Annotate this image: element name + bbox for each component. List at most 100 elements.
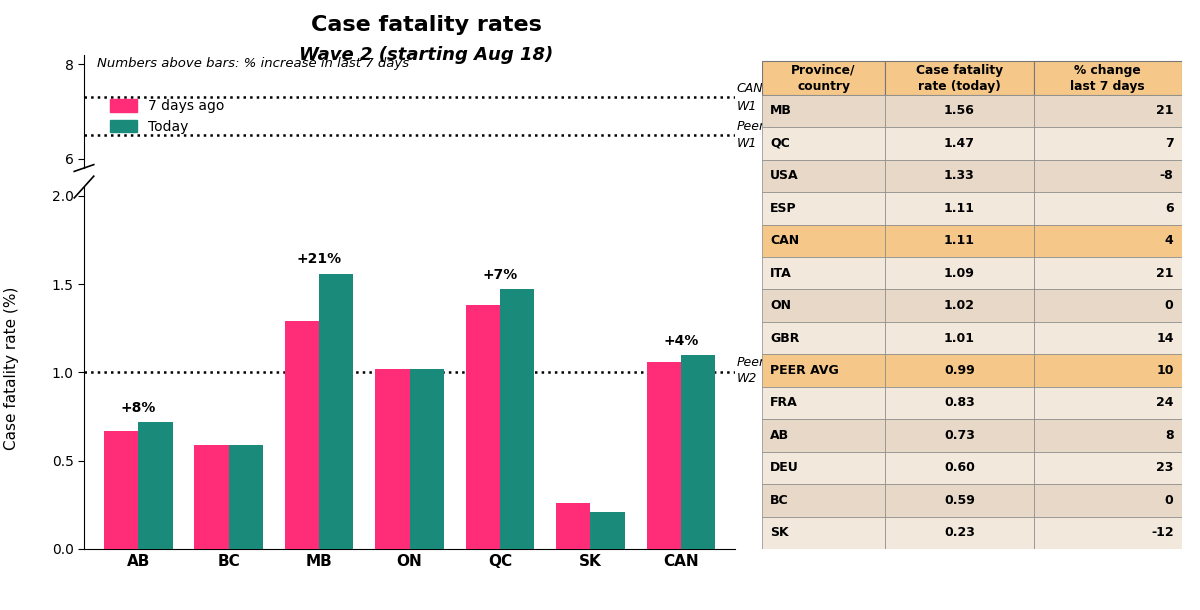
Bar xyxy=(762,160,886,192)
Text: 10: 10 xyxy=(1156,364,1174,377)
Text: 0: 0 xyxy=(1165,494,1174,507)
Text: Case fatality rates: Case fatality rates xyxy=(311,15,541,35)
Bar xyxy=(762,484,886,517)
Text: 21: 21 xyxy=(1156,267,1174,280)
Bar xyxy=(762,95,886,127)
Text: ON: ON xyxy=(770,299,791,312)
Bar xyxy=(466,306,500,549)
Bar xyxy=(1033,160,1182,192)
Bar xyxy=(762,289,886,322)
Bar xyxy=(284,321,319,549)
Text: 0.99: 0.99 xyxy=(944,364,974,377)
Text: 1.47: 1.47 xyxy=(944,137,974,150)
Text: -8: -8 xyxy=(1160,170,1174,182)
Bar xyxy=(409,369,444,549)
Text: 0.83: 0.83 xyxy=(944,396,974,409)
Text: 0.73: 0.73 xyxy=(944,429,974,442)
Legend: 7 days ago, Today: 7 days ago, Today xyxy=(104,93,230,140)
Bar xyxy=(762,354,886,387)
Text: +4%: +4% xyxy=(664,334,698,348)
Bar xyxy=(886,257,1033,289)
Bar xyxy=(886,61,1033,95)
Text: BC: BC xyxy=(770,494,788,507)
Text: SK: SK xyxy=(770,526,788,539)
Text: 8: 8 xyxy=(1165,429,1174,442)
Bar xyxy=(886,224,1033,257)
Bar xyxy=(886,95,1033,127)
Text: 1.56: 1.56 xyxy=(944,104,974,118)
Text: MB: MB xyxy=(770,104,792,118)
Text: 1.09: 1.09 xyxy=(944,267,974,280)
Bar xyxy=(886,419,1033,451)
Bar xyxy=(762,127,886,160)
Text: 0.23: 0.23 xyxy=(944,526,974,539)
Text: QC: QC xyxy=(770,137,790,150)
Bar xyxy=(1033,224,1182,257)
Bar xyxy=(1033,257,1182,289)
Text: W1: W1 xyxy=(737,99,757,113)
Text: W1: W1 xyxy=(737,137,757,151)
Text: +7%: +7% xyxy=(482,268,517,282)
Text: DEU: DEU xyxy=(770,461,799,475)
Bar xyxy=(104,431,138,549)
Text: Province/
country: Province/ country xyxy=(791,63,856,93)
Bar xyxy=(319,273,354,549)
Text: 23: 23 xyxy=(1157,461,1174,475)
Text: 21: 21 xyxy=(1156,104,1174,118)
Bar xyxy=(590,512,625,549)
Bar xyxy=(762,257,886,289)
Bar xyxy=(886,517,1033,549)
Bar xyxy=(1033,354,1182,387)
Text: 4: 4 xyxy=(1165,234,1174,247)
Text: 0: 0 xyxy=(1165,299,1174,312)
Bar xyxy=(500,289,534,549)
Text: Case fatality
rate (today): Case fatality rate (today) xyxy=(916,63,1003,93)
Bar xyxy=(886,160,1033,192)
Bar xyxy=(680,355,715,549)
Bar xyxy=(762,224,886,257)
Text: 1.01: 1.01 xyxy=(944,332,974,345)
Bar xyxy=(1033,322,1182,354)
Text: CAN: CAN xyxy=(737,82,763,95)
Bar xyxy=(1033,127,1182,160)
Text: 0.59: 0.59 xyxy=(944,494,974,507)
Bar xyxy=(138,422,173,549)
Text: ESP: ESP xyxy=(770,202,797,215)
Bar xyxy=(762,451,886,484)
Text: USA: USA xyxy=(770,170,799,182)
Bar xyxy=(762,61,886,95)
Bar xyxy=(1033,387,1182,419)
Text: 0.60: 0.60 xyxy=(944,461,974,475)
Bar xyxy=(229,445,263,549)
Bar xyxy=(886,354,1033,387)
Bar xyxy=(376,369,409,549)
Bar xyxy=(1033,95,1182,127)
Bar xyxy=(886,322,1033,354)
Text: 1.11: 1.11 xyxy=(944,234,974,247)
Bar xyxy=(886,387,1033,419)
Bar xyxy=(1033,451,1182,484)
Text: 1.33: 1.33 xyxy=(944,170,974,182)
Text: AB: AB xyxy=(770,429,790,442)
Bar xyxy=(194,445,229,549)
Text: -12: -12 xyxy=(1151,526,1174,539)
Text: CAN: CAN xyxy=(770,234,799,247)
Text: +21%: +21% xyxy=(296,253,342,267)
Text: W2: W2 xyxy=(737,371,757,385)
Text: Wave 2 (starting Aug 18): Wave 2 (starting Aug 18) xyxy=(299,46,553,64)
Text: +8%: +8% xyxy=(120,401,156,415)
Text: 1.02: 1.02 xyxy=(944,299,974,312)
Bar xyxy=(886,192,1033,224)
Text: Numbers above bars: % increase in last 7 days: Numbers above bars: % increase in last 7… xyxy=(97,57,409,70)
Bar xyxy=(762,192,886,224)
Text: GBR: GBR xyxy=(770,332,799,345)
Bar xyxy=(556,503,590,549)
Bar xyxy=(886,289,1033,322)
Bar xyxy=(762,517,886,549)
Bar xyxy=(886,451,1033,484)
Bar xyxy=(1033,484,1182,517)
Bar xyxy=(1033,289,1182,322)
Bar xyxy=(886,484,1033,517)
Text: 24: 24 xyxy=(1156,396,1174,409)
Bar xyxy=(1033,517,1182,549)
